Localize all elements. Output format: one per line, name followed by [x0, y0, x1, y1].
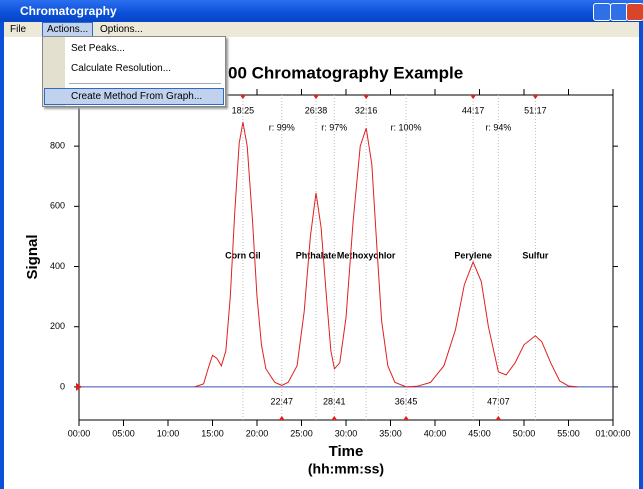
close-button[interactable]	[626, 3, 643, 21]
trough-marker	[278, 416, 285, 420]
trough-marker	[331, 416, 338, 420]
trough-time-label: 28:41	[323, 396, 346, 406]
trough-time-label: 47:07	[487, 396, 510, 406]
menu-file[interactable]: File	[10, 24, 27, 35]
x-axis-label: Time	[329, 443, 364, 460]
peak-time-label: 18:25	[232, 105, 255, 115]
x-tick-label: 01:00:00	[595, 428, 630, 438]
title-bar: Chromatography	[0, 0, 643, 22]
peak-time-label: 51:17	[524, 105, 547, 115]
peak-time-label: 44:17	[462, 105, 485, 115]
peak-marker	[532, 95, 539, 99]
peak-name: Sulfur	[522, 250, 548, 260]
peak-name: Phthalate	[296, 250, 337, 260]
trough-marker	[403, 416, 410, 420]
x-tick-label: 30:00	[335, 428, 358, 438]
y-axis-label: Signal	[24, 234, 41, 279]
y-tick-label: 0	[60, 381, 65, 391]
peak-marker	[313, 95, 320, 99]
resolution-label: r: 97%	[321, 122, 347, 132]
trough-marker	[495, 416, 502, 420]
menu-calc-resolution[interactable]: Calculate Resolution...	[71, 63, 172, 74]
x-tick-label: 05:00	[112, 428, 135, 438]
x-tick-label: 20:00	[246, 428, 269, 438]
menu-bar: File Actions... Options...	[4, 22, 639, 37]
menu-set-peaks[interactable]: Set Peaks...	[71, 43, 125, 54]
peak-marker	[363, 95, 370, 99]
x-tick-label: 50:00	[513, 428, 536, 438]
peak-name: Corn Oil	[225, 250, 261, 260]
baseline-marker	[76, 382, 82, 391]
x-axis-sublabel: (hh:mm:ss)	[308, 461, 384, 477]
x-tick-label: 55:00	[557, 428, 580, 438]
x-tick-label: 15:00	[201, 428, 224, 438]
x-tick-label: 40:00	[424, 428, 447, 438]
trough-time-label: 36:45	[395, 396, 418, 406]
resolution-label: r: 94%	[485, 122, 511, 132]
chart-title: 00 Chromatography Example	[228, 63, 463, 82]
y-tick-label: 400	[50, 261, 65, 271]
x-tick-label: 00:00	[68, 428, 91, 438]
signal-line	[194, 121, 578, 388]
window-frame	[0, 22, 4, 489]
peak-marker	[470, 95, 477, 99]
dropdown-menu: Set Peaks... Calculate Resolution... Cre…	[42, 36, 226, 107]
peak-name: Perylene	[454, 250, 492, 260]
y-tick-label: 800	[50, 141, 65, 151]
x-tick-label: 10:00	[157, 428, 180, 438]
menu-actions[interactable]: Actions...	[42, 22, 94, 37]
peak-time-label: 32:16	[355, 105, 378, 115]
y-tick-label: 600	[50, 201, 65, 211]
resolution-label: r: 99%	[269, 122, 295, 132]
peak-marker	[239, 95, 246, 99]
window-title: Chromatography	[20, 4, 117, 18]
x-tick-label: 45:00	[468, 428, 491, 438]
x-tick-label: 35:00	[379, 428, 402, 438]
separator	[69, 83, 221, 84]
resolution-label: r: 100%	[391, 122, 422, 132]
menu-options[interactable]: Options...	[100, 24, 143, 35]
menu-create-method[interactable]: Create Method From Graph...	[71, 91, 203, 102]
window-frame	[639, 22, 643, 489]
trough-time-label: 22:47	[271, 396, 294, 406]
y-tick-label: 200	[50, 321, 65, 331]
x-tick-label: 25:00	[290, 428, 313, 438]
highlight	[44, 88, 224, 105]
peak-time-label: 26:38	[305, 105, 328, 115]
peak-name: Methoxychlor	[337, 250, 396, 260]
